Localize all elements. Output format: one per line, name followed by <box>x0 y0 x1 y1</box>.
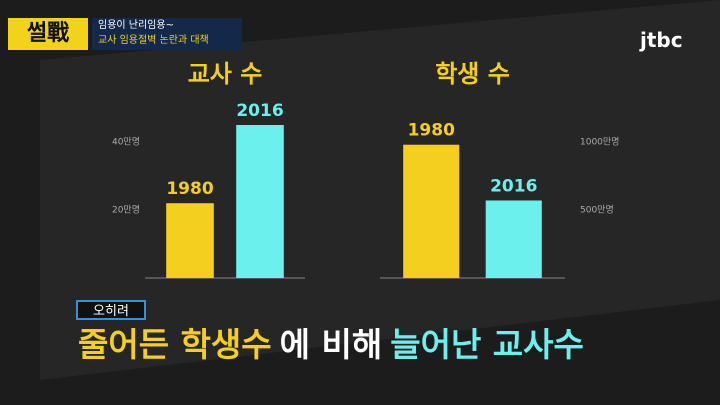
bar <box>485 200 542 278</box>
panel <box>40 0 720 380</box>
bar <box>166 203 214 278</box>
bar-label: 2016 <box>490 176 537 196</box>
y-tick-label: 500만명 <box>580 205 614 216</box>
bar <box>403 144 460 278</box>
y-tick-label: 20만명 <box>112 205 140 216</box>
caption-segment: 늘어난 교사수 <box>390 325 584 364</box>
caption: 줄어든 학생수 에 비해 늘어난 교사수 <box>78 318 592 366</box>
subtitle: 교사 임용절벽 논란과 대책 <box>98 35 209 46</box>
chart-title: 교사 수 <box>188 60 263 88</box>
caption-tag: 오히려 <box>76 300 146 320</box>
topic: 임용이 난리임용~ <box>98 20 174 31</box>
chart-title: 학생 수 <box>435 60 510 88</box>
logo: 썰戰 <box>8 18 88 50</box>
bar-label: 2016 <box>236 101 283 121</box>
header-box: 임용이 난리임용~ 교사 임용절벽 논란과 대책 <box>92 18 242 50</box>
y-tick-label: 40만명 <box>112 137 140 148</box>
channel: jtbc <box>640 28 683 52</box>
y-tick-label: 1000만명 <box>580 137 619 148</box>
bar-label: 1980 <box>408 121 455 141</box>
bar <box>236 125 284 278</box>
caption-segment: 에 비해 <box>279 325 383 364</box>
bar-label: 1980 <box>166 179 213 199</box>
caption-segment: 줄어든 학생수 <box>78 325 272 364</box>
